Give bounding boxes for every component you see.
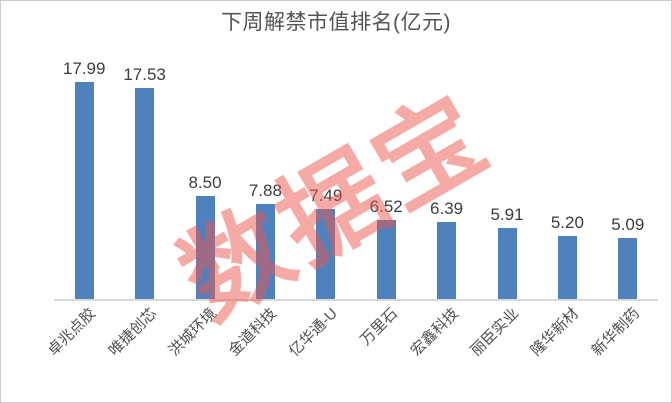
- x-axis-label: 宏鑫科技: [407, 305, 462, 360]
- bar-value-label: 5.91: [490, 205, 524, 224]
- bar-value-label: 7.49: [309, 186, 343, 205]
- bar-value-label: 5.09: [611, 215, 645, 234]
- bar: [437, 222, 457, 299]
- bar-value-label: 5.20: [550, 213, 584, 232]
- bar: [557, 236, 577, 299]
- bar: [497, 228, 517, 299]
- x-axis-label: 金道科技: [225, 305, 281, 360]
- x-axis-label: 亿华通-U: [285, 305, 341, 361]
- x-axis-label: 唯捷创芯: [105, 305, 160, 360]
- bar: [618, 238, 638, 299]
- bar-value-label: 8.50: [188, 173, 222, 192]
- bar: [135, 88, 155, 299]
- bar-value-label: 17.53: [123, 65, 166, 84]
- bar-value-label: 6.39: [430, 199, 464, 218]
- bar: [195, 196, 215, 299]
- bar: [255, 204, 275, 299]
- x-axis-label: 丽臣实业: [467, 305, 523, 360]
- x-axis-label: 卓兆点胶: [44, 305, 100, 360]
- bar: [376, 220, 396, 299]
- bar-value-label: 7.88: [248, 181, 282, 200]
- bar-value-label: 6.52: [369, 197, 403, 216]
- x-axis-label: 隆华新材: [527, 305, 583, 360]
- x-axis-line: [54, 299, 658, 301]
- x-axis-label: 洪城环境: [165, 305, 221, 360]
- bar-value-label: 17.99: [62, 59, 106, 78]
- chart-title: 下周解禁市值排名(亿元): [221, 11, 451, 34]
- x-axis-label: 新华制药: [588, 305, 643, 360]
- bar: [74, 82, 94, 299]
- bar: [316, 209, 336, 299]
- x-axis-label: 万里石: [357, 305, 402, 349]
